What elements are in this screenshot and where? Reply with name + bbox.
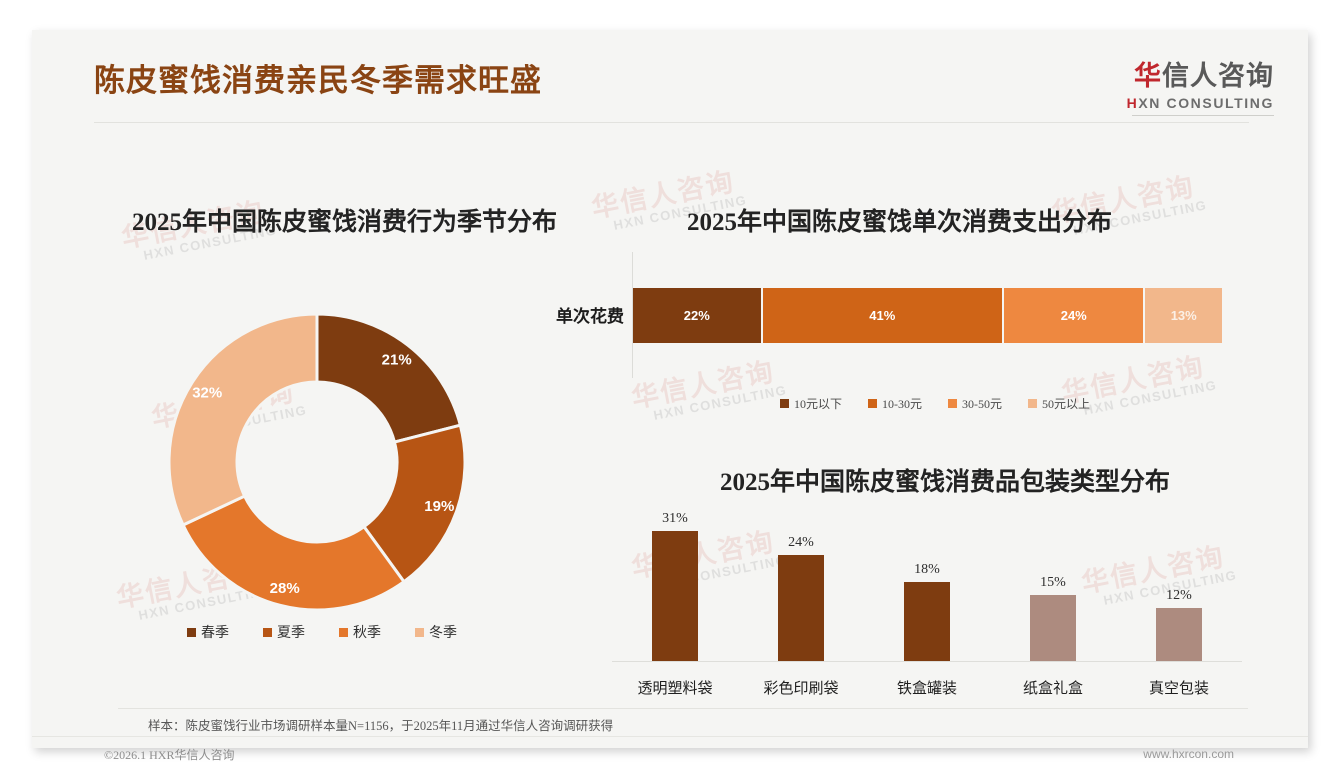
- stacked-bar-category-label: 单次花费: [556, 307, 624, 326]
- column-value-label: 31%: [662, 511, 688, 526]
- stacked-bar-segment[interactable]: 24%: [1004, 288, 1146, 343]
- logo-rest-chars: 信人咨询: [1162, 61, 1274, 91]
- stacked-bar-segment[interactable]: 13%: [1145, 288, 1222, 343]
- stacked-bar-segment[interactable]: 41%: [762, 288, 1005, 343]
- donut-chart-title: 2025年中国陈皮蜜饯消费行为季节分布: [132, 209, 558, 236]
- legend-swatch-icon: [1028, 399, 1038, 408]
- legend-item[interactable]: 冬季: [415, 622, 457, 642]
- footer-divider: [32, 736, 1308, 737]
- column-group: 12% 真空包装: [1116, 511, 1242, 697]
- legend-label: 50元以上: [1042, 397, 1091, 411]
- column-category-label: 铁盒罐装: [896, 681, 957, 697]
- legend-swatch-icon: [339, 627, 348, 637]
- column-chart-baseline: [612, 661, 1242, 662]
- logo-accent-char: 华: [1134, 61, 1162, 91]
- column-value-label: 15%: [1040, 574, 1066, 590]
- legend-item[interactable]: 10-30元: [868, 395, 922, 412]
- column-bar[interactable]: [904, 581, 950, 661]
- slide-header: 陈皮蜜饯消费亲民冬季需求旺盛 华信人咨询 HXN CONSULTING: [32, 30, 1308, 123]
- page-title: 陈皮蜜饯消费亲民冬季需求旺盛: [94, 63, 542, 98]
- logo-english: HXN CONSULTING: [1127, 95, 1274, 111]
- legend-swatch-icon: [187, 627, 196, 637]
- stacked-bar-axis-line: [632, 252, 633, 378]
- legend-label: 30-50元: [962, 397, 1003, 411]
- column-chart-bars: 31% 透明塑料袋 24% 彩色印刷袋 18% 铁盒罐装 15% 纸盒礼盒 12% 真空包装: [612, 511, 1242, 697]
- header-divider: [94, 122, 1249, 123]
- legend-label: 10元以下: [794, 397, 843, 411]
- stacked-bar-title: 2025年中国陈皮蜜饯单次消费支出分布: [687, 209, 1113, 236]
- column-bar[interactable]: [1030, 594, 1076, 661]
- donut-slice[interactable]: [167, 312, 319, 528]
- donut-slice-label: 19%: [424, 498, 454, 515]
- brand-logo: 华信人咨询 HXN CONSULTING: [1127, 54, 1274, 116]
- column-value-label: 18%: [914, 561, 940, 577]
- legend-label: 夏季: [277, 626, 305, 641]
- donut-svg: 21% 19% 28% 32%: [167, 312, 467, 612]
- column-group: 18% 铁盒罐装: [864, 511, 990, 697]
- donut-slice[interactable]: [315, 312, 463, 444]
- donut-legend: 春季 夏季 秋季 冬季: [187, 622, 491, 642]
- logo-chinese: 华信人咨询: [1127, 54, 1274, 93]
- watermark-en: HXN CONSULTING: [652, 382, 789, 424]
- legend-label: 冬季: [429, 626, 457, 641]
- legend-swatch-icon: [263, 627, 272, 637]
- legend-item[interactable]: 秋季: [339, 622, 381, 642]
- stacked-bar-segment-label: 13%: [1170, 308, 1197, 323]
- legend-item[interactable]: 春季: [187, 622, 229, 642]
- logo-underline: [1132, 115, 1274, 116]
- legend-label: 秋季: [353, 626, 381, 641]
- legend-label: 10-30元: [882, 397, 923, 411]
- legend-label: 春季: [201, 626, 229, 641]
- legend-swatch-icon: [948, 399, 958, 408]
- legend-swatch-icon: [868, 399, 878, 408]
- donut-slice-label: 21%: [382, 351, 412, 368]
- donut-chart: 21% 19% 28% 32%: [167, 312, 467, 612]
- legend-swatch-icon: [780, 399, 789, 408]
- donut-slice[interactable]: [361, 423, 467, 584]
- legend-item[interactable]: 30-50元: [948, 395, 1002, 412]
- donut-slice[interactable]: [181, 494, 407, 612]
- footnote-divider: [118, 708, 1248, 709]
- column-value-label: 12%: [1166, 588, 1192, 604]
- stacked-bar-segment-label: 22%: [683, 308, 710, 323]
- stacked-bar-chart: 单次花费 22% 41% 24% 13%: [532, 252, 1232, 378]
- stacked-bar-segment[interactable]: 22%: [633, 288, 763, 343]
- column-bar[interactable]: [1156, 608, 1202, 661]
- column-category-label: 透明塑料袋: [637, 681, 713, 697]
- logo-en-accent: H: [1126, 95, 1139, 111]
- legend-item[interactable]: 夏季: [263, 622, 305, 642]
- column-group: 31% 透明塑料袋: [612, 511, 738, 697]
- slide-card: 华信人咨询 HXN CONSULTING 华信人咨询 HXN CONSULTING …: [32, 30, 1308, 762]
- stacked-bar-legend: 10元以下 10-30元 30-50元 50元以上: [780, 395, 1116, 412]
- legend-swatch-icon: [415, 627, 424, 637]
- donut-slice-label: 32%: [192, 384, 222, 401]
- column-group: 15% 纸盒礼盒: [990, 511, 1116, 697]
- column-value-label: 24%: [788, 535, 814, 551]
- column-bar[interactable]: [652, 531, 698, 661]
- legend-item[interactable]: 10元以下: [780, 395, 842, 412]
- column-category-label: 纸盒礼盒: [1022, 681, 1083, 697]
- column-bar[interactable]: [778, 555, 824, 661]
- column-category-label: 真空包装: [1148, 681, 1209, 697]
- footer-website[interactable]: www.hxrcon.com: [1143, 747, 1234, 761]
- footer-copyright: ©2026.1 HXR华信人咨询: [104, 748, 235, 762]
- legend-item[interactable]: 50元以上: [1028, 395, 1090, 412]
- logo-en-rest: XN CONSULTING: [1138, 95, 1274, 111]
- column-chart: 31% 透明塑料袋 24% 彩色印刷袋 18% 铁盒罐装 15% 纸盒礼盒 12% 真空包装: [602, 508, 1242, 708]
- stacked-bar-segment-label: 41%: [869, 308, 896, 323]
- stacked-bar-segment-label: 24%: [1060, 308, 1087, 323]
- donut-slice-label: 28%: [270, 580, 300, 597]
- column-chart-title: 2025年中国陈皮蜜饯消费品包装类型分布: [720, 469, 1171, 496]
- column-category-label: 彩色印刷袋: [763, 681, 839, 697]
- column-group: 24% 彩色印刷袋: [738, 511, 864, 697]
- stacked-bar-track: 22% 41% 24% 13%: [633, 288, 1222, 343]
- footnote-text: 样本：陈皮蜜饯行业市场调研样本量N=1156，于2025年11月通过华信人咨询调…: [148, 719, 614, 733]
